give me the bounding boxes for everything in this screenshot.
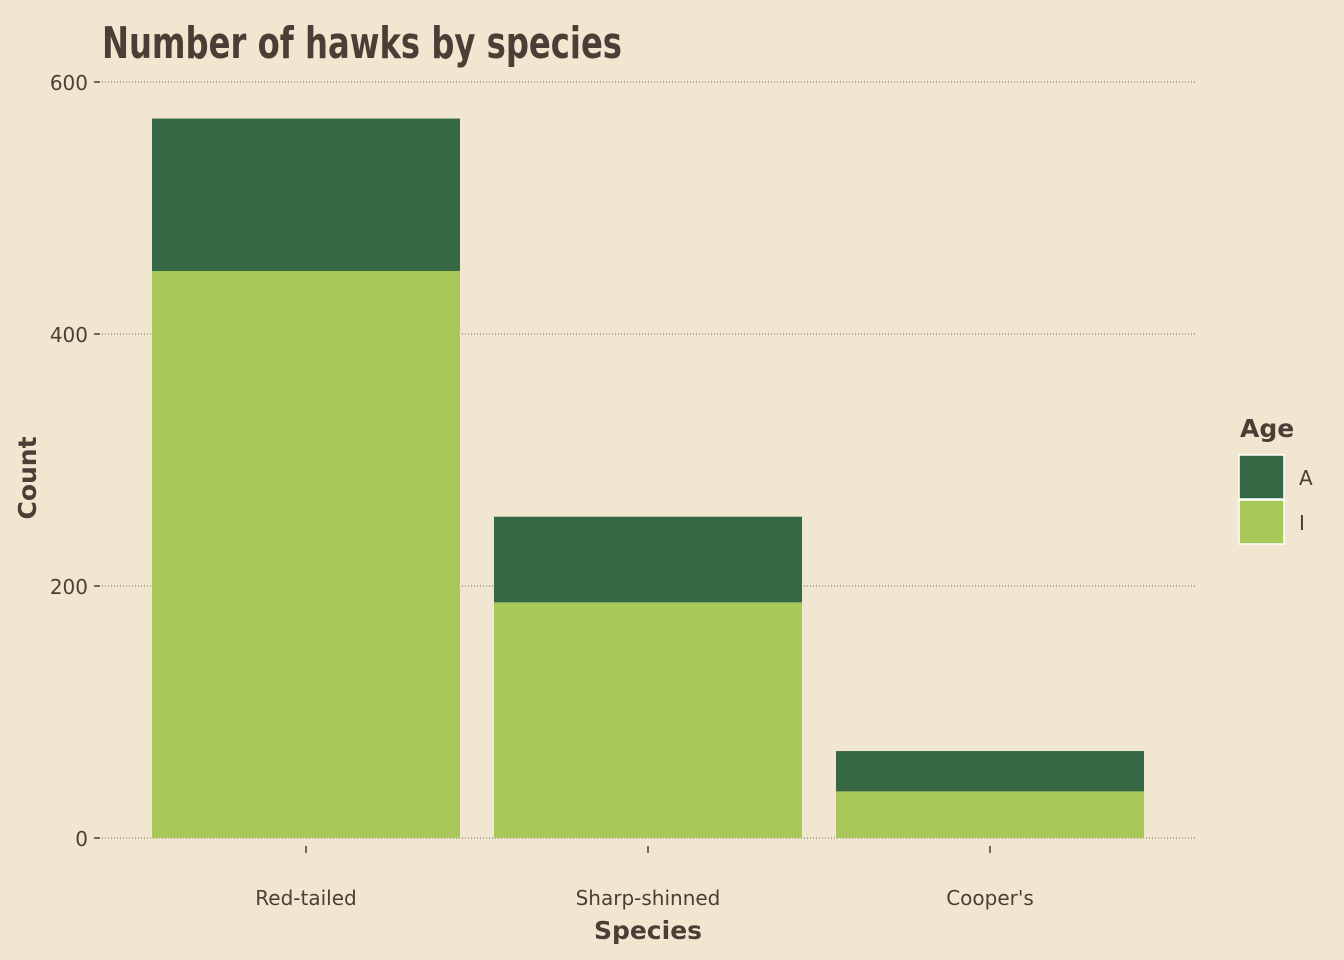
bar-I-0: [152, 271, 460, 838]
y-tick-label: 0: [75, 827, 88, 851]
legend-key-A: [1238, 454, 1285, 500]
y-axis-title: Count: [13, 436, 42, 519]
legend-label: I: [1299, 511, 1305, 535]
chart-title: Number of hawks by species: [102, 18, 622, 69]
legend: Age AI: [1238, 414, 1313, 545]
x-tick-label: Red-tailed: [255, 886, 356, 910]
axes: 0 200 400 600 Red-tailed Sharp-shinned Cooper'…: [50, 71, 1034, 910]
bar-A-2: [836, 751, 1144, 792]
bars: [152, 118, 1144, 838]
bar-I-2: [836, 791, 1144, 838]
y-tick-label: 200: [50, 575, 88, 599]
y-tick-label: 400: [50, 323, 88, 347]
x-tick-label: Cooper's: [946, 886, 1034, 910]
x-tick-label: Sharp-shinned: [576, 886, 721, 910]
legend-label: A: [1299, 466, 1313, 490]
bar-A-1: [494, 516, 802, 603]
legend-key-I: [1238, 499, 1285, 545]
bar-A-0: [152, 118, 460, 271]
x-axis-title: Species: [594, 916, 702, 945]
legend-title: Age: [1240, 414, 1294, 443]
y-tick-label: 600: [50, 71, 88, 95]
bar-I-1: [494, 602, 802, 838]
